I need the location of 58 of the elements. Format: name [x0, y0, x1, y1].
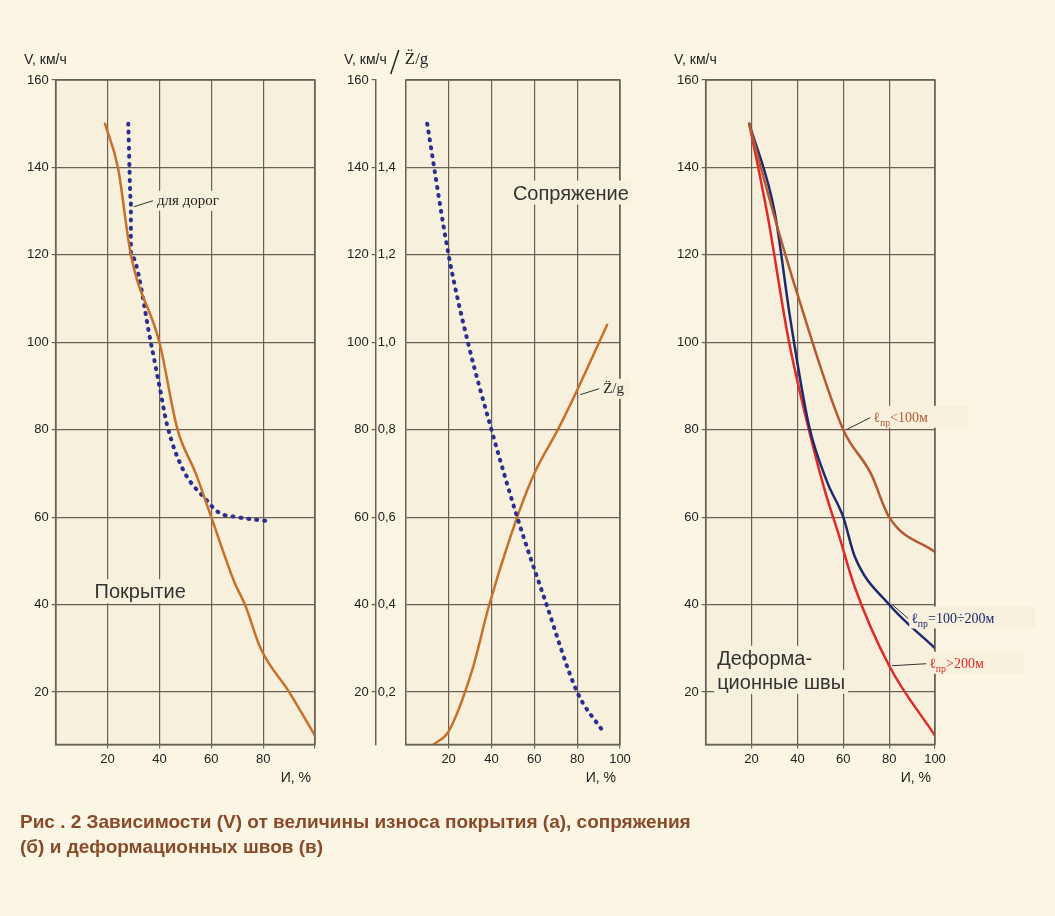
y-axis-title: V, км/ч — [674, 51, 717, 67]
y-tick-label: 160 — [26, 71, 49, 87]
x-tick-label: 40 — [484, 750, 499, 766]
y-tick-label: 160 — [676, 71, 699, 87]
y-tick-label: 60 — [684, 508, 699, 524]
y2-tick-label: 0,4 — [377, 596, 396, 612]
y-tick-label: 20 — [34, 683, 49, 699]
y-tick-label: 140 — [26, 159, 49, 174]
y-tick-label: 120 — [676, 246, 699, 262]
x-axis-title: И, % — [280, 769, 311, 786]
y-tick-label: 100 — [346, 333, 369, 349]
annotation: Покрытие — [94, 580, 186, 603]
y-tick-label: 80 — [684, 421, 699, 437]
y2-tick-label: 1,0 — [377, 333, 396, 349]
x-tick-label: 80 — [569, 750, 585, 766]
x-tick-label: 100 — [609, 750, 631, 766]
y2-tick-label: 0,8 — [377, 421, 396, 437]
y-tick-label: 160 — [346, 71, 369, 87]
x-tick-label: 80 — [881, 750, 897, 766]
x-tick-label: 20 — [744, 750, 759, 766]
y-tick-label: 140 — [676, 159, 699, 174]
y-tick-label: 120 — [346, 246, 369, 262]
x-tick-label: 60 — [836, 750, 851, 766]
x-axis-title: И, % — [585, 769, 616, 786]
y2-tick-label: 1,2 — [377, 246, 396, 262]
y2-tick-label: 0,6 — [377, 508, 396, 524]
x-tick-label: 60 — [204, 750, 219, 766]
x-tick-label: 80 — [255, 750, 271, 766]
y-tick-label: 80 — [34, 421, 49, 437]
x-tick-label: 20 — [441, 750, 456, 766]
y-tick-label: 60 — [354, 508, 369, 524]
y-axis-title: V, км/ч — [344, 51, 387, 67]
x-tick-label: 20 — [100, 750, 115, 766]
annotation: Сопряжение — [512, 181, 629, 204]
x-axis-title: И, % — [900, 769, 931, 786]
text: Рис . 2 Зависимости (V) от величины износа покрытия (а), сопряжения (б) и деформационных швов (в) — [20, 810, 692, 859]
y-tick-label: 40 — [354, 596, 369, 612]
annotation: для дорог — [156, 191, 219, 208]
y-tick-label: 100 — [676, 333, 699, 349]
y2-tick-label: 1,4 — [377, 159, 396, 174]
y2-axis-title: Z̈/g — [404, 49, 429, 68]
y-axis-title: V, км/ч — [24, 51, 67, 67]
annotation: Z̈/g — [603, 379, 625, 396]
y-tick-label: 100 — [26, 333, 49, 349]
y2-tick-label: 0,2 — [377, 683, 396, 699]
annotation: Деформа- ционные швы — [717, 646, 846, 693]
y-tick-label: 80 — [354, 421, 369, 437]
y-tick-label: 20 — [354, 683, 369, 699]
x-tick-label: 100 — [924, 750, 946, 766]
y-tick-label: 120 — [26, 246, 49, 262]
y-tick-label: 20 — [684, 683, 699, 699]
x-tick-label: 40 — [790, 750, 805, 766]
y-tick-label: 40 — [684, 596, 699, 612]
y-tick-label: 140 — [346, 159, 369, 174]
x-tick-label: 60 — [527, 750, 542, 766]
y-tick-label: 60 — [34, 508, 49, 524]
y-tick-label: 40 — [34, 596, 49, 612]
x-tick-label: 40 — [152, 750, 167, 766]
